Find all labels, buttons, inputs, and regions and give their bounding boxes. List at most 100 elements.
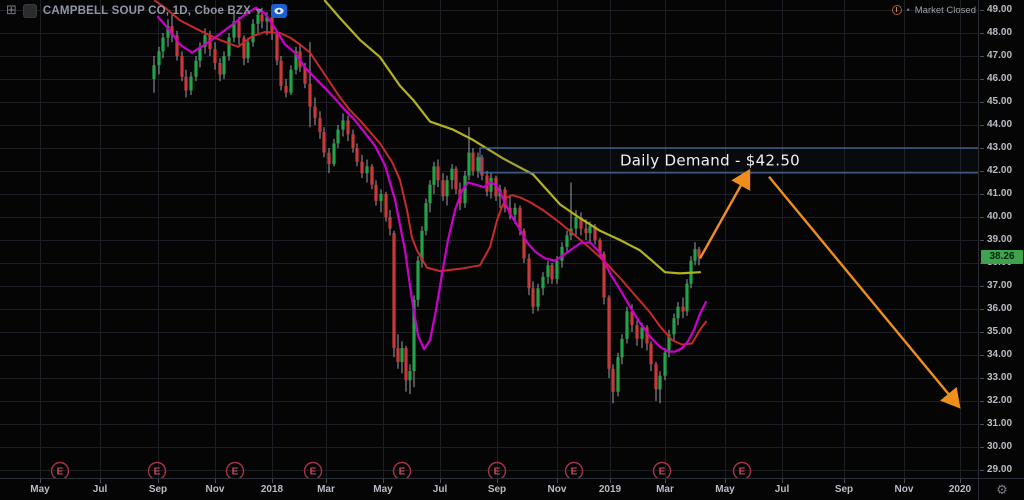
candle-body (454, 168, 458, 190)
time-axis-label: Nov (547, 484, 567, 495)
price-axis[interactable]: 38.26 49.00 48.00 47.00 46.00 45.00 44.00 43.0… (978, 0, 1024, 478)
time-axis[interactable]: May Jul Sep Nov 2018 Mar May Jul Sep Nov 2019 Mar Ma… (0, 478, 978, 500)
candle-body (279, 60, 283, 86)
candle-body (404, 348, 408, 381)
eye-icon[interactable] (271, 4, 288, 18)
svg-text:E: E (310, 467, 317, 478)
earnings-marker[interactable]: E (147, 461, 167, 479)
candle-body (676, 306, 680, 319)
candle-body (379, 194, 383, 201)
candle-body (480, 157, 484, 176)
price-axis-tick (980, 10, 984, 11)
candle-body (527, 258, 531, 289)
time-axis-tick (158, 479, 159, 483)
candle-body (251, 23, 255, 43)
candle-body (611, 368, 615, 392)
last-price-badge: 38.26 (981, 250, 1023, 265)
earnings-marker[interactable]: E (303, 461, 323, 479)
earnings-marker[interactable]: E (392, 461, 412, 479)
earnings-marker[interactable]: E (225, 461, 245, 479)
candle-body (445, 180, 449, 197)
price-axis-tick (980, 424, 984, 425)
demand-zone-label: Daily Demand - $42.50 (620, 151, 800, 169)
time-axis-label: May (373, 484, 393, 495)
candle-body (346, 120, 350, 135)
candle-body (450, 168, 454, 181)
candle-body (602, 253, 606, 298)
candle-body (184, 76, 188, 91)
price-axis-tick (980, 286, 984, 287)
candle-body (336, 129, 340, 144)
candle-body (420, 230, 424, 261)
earnings-marker[interactable]: E (732, 461, 752, 479)
candle-body (332, 143, 336, 165)
candle-body (242, 37, 246, 59)
time-axis-label: 2020 (948, 484, 972, 495)
candle-body (432, 166, 436, 185)
symbol-title[interactable]: CAMPBELL SOUP CO, 1D, Cboe BZX (42, 5, 252, 17)
candle-body (640, 327, 644, 339)
time-axis-tick (40, 479, 41, 483)
chart-header: ⊞ CAMPBELL SOUP CO, 1D, Cboe BZX (6, 2, 288, 20)
price-axis-tick (980, 125, 984, 126)
candle-body (625, 311, 629, 339)
ma-line-sma-mid-red (154, 0, 707, 346)
candle-body (428, 184, 432, 204)
svg-text:E: E (659, 467, 666, 478)
candle-body (620, 338, 624, 358)
candle-body (663, 352, 667, 376)
watchlist-grid-icon[interactable]: ⊞ (6, 3, 17, 18)
earnings-marker[interactable]: E (50, 461, 70, 479)
gear-icon[interactable]: ⚙ (996, 482, 1008, 498)
candle-body (256, 14, 260, 24)
trend-arrow-down[interactable] (768, 175, 961, 409)
candle-body (531, 288, 535, 307)
chevron-down-icon[interactable] (255, 8, 264, 14)
price-axis-label: 40.00 (987, 211, 1013, 222)
candle-body (275, 33, 279, 61)
time-axis-label: Nov (894, 484, 914, 495)
candle-body (607, 297, 611, 369)
candle-body (574, 217, 578, 229)
candle-body (180, 56, 184, 77)
candle-body (294, 51, 298, 70)
candle-body (218, 62, 222, 75)
candle-body (503, 189, 507, 208)
candle-body (157, 51, 161, 66)
price-axis-label: 48.00 (987, 27, 1013, 38)
candle-body (649, 343, 653, 365)
candle-body (555, 260, 559, 280)
earnings-marker[interactable]: E (564, 461, 584, 479)
candle-body (424, 203, 428, 231)
chart-canvas[interactable]: Daily Demand - $42.50 E E E E E E E E E (0, 0, 978, 478)
time-axis-label: Mar (317, 484, 335, 495)
time-axis-label: Jul (774, 484, 790, 495)
candle-body (166, 26, 170, 38)
price-axis-label: 31.00 (987, 418, 1013, 429)
candle-body (541, 276, 545, 289)
time-axis-tick (610, 479, 611, 483)
price-axis-label: 33.00 (987, 372, 1013, 383)
candle-body (560, 246, 564, 261)
earnings-marker[interactable]: E (652, 461, 672, 479)
time-axis-tick (665, 479, 666, 483)
candle-body (476, 157, 480, 171)
price-axis-tick (980, 332, 984, 333)
demand-zone-box[interactable] (479, 147, 978, 174)
time-axis-label: Sep (148, 484, 168, 495)
candle-body (360, 161, 364, 174)
price-axis-label: 36.00 (987, 303, 1013, 314)
time-axis-tick (272, 479, 273, 483)
trend-arrow-up[interactable] (698, 168, 751, 259)
earnings-marker[interactable]: E (487, 461, 507, 479)
price-axis-label: 49.00 (987, 4, 1013, 15)
candle-body (565, 235, 569, 247)
price-axis-tick (980, 217, 984, 218)
svg-text:E: E (57, 467, 64, 478)
candle-body (327, 152, 331, 165)
candle-body (289, 69, 293, 93)
price-axis-tick (980, 171, 984, 172)
price-axis-tick (980, 378, 984, 379)
price-axis-tick (980, 79, 984, 80)
candle-body (412, 299, 416, 372)
